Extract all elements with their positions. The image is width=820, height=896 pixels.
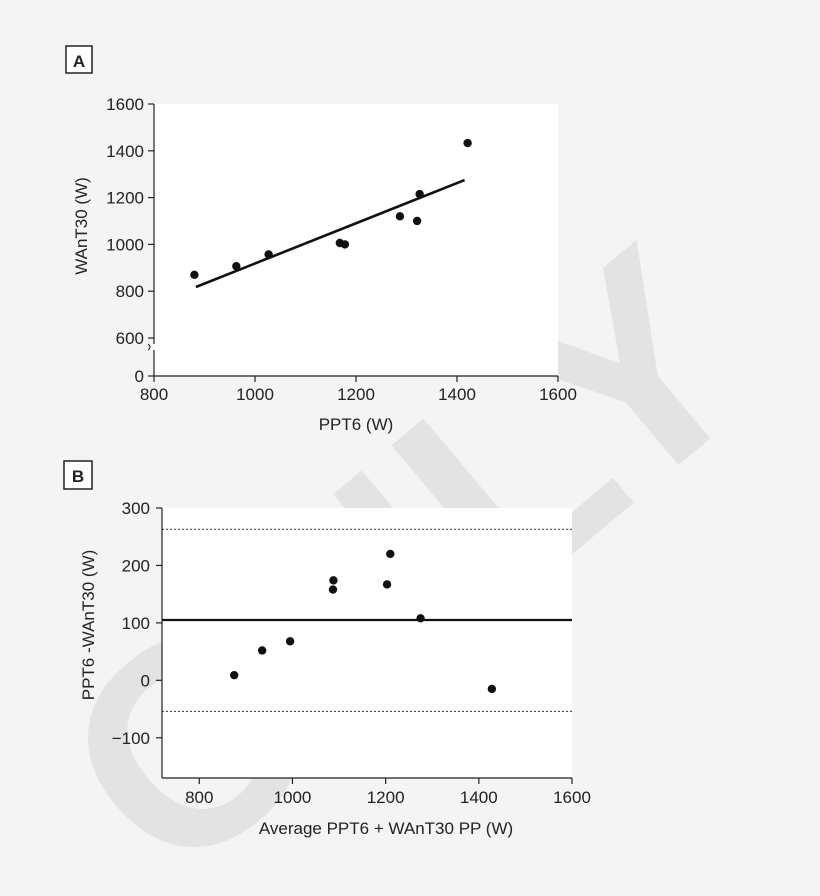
- panel-letter-box-b: [63, 460, 93, 490]
- y-ticks-a: 0 600 800 1000 1200 1400 1600: [106, 95, 154, 386]
- y-tick-label-b: −100: [112, 729, 150, 748]
- x-tick-label-b: 1000: [274, 788, 312, 807]
- data-point-b: [416, 614, 425, 623]
- axes-b: [161, 508, 572, 779]
- data-point-b: [285, 637, 295, 646]
- y-axis-label-b: PPT6 -WAnT30 (W): [79, 550, 98, 701]
- data-point-b: [487, 684, 497, 694]
- data-point-b: [329, 576, 338, 585]
- x-tick-label-b: 1400: [460, 788, 498, 807]
- data-point-a: [415, 189, 424, 199]
- panel-letter-a: A: [73, 52, 85, 71]
- data-point-a: [264, 250, 273, 259]
- data-point-b: [382, 580, 392, 589]
- x-ticks-a: 800 1000 1200 1400 1600: [140, 376, 577, 404]
- data-point-a: [412, 216, 422, 226]
- y-axis-label-a: WAnT30 (W): [72, 177, 91, 275]
- data-point-a: [395, 212, 405, 221]
- y-tick-label-a: 1000: [106, 235, 144, 254]
- y-tick-label-a: 800: [116, 282, 144, 301]
- x-tick-label-a: 1400: [438, 385, 476, 404]
- data-point-b: [257, 646, 267, 655]
- y-tick-label-b: 0: [141, 671, 150, 690]
- data-point-a: [190, 270, 199, 280]
- x-tick-label-a: 1200: [337, 385, 375, 404]
- x-ticks-b: 800 1000 1200 1400 1600: [185, 778, 591, 807]
- x-tick-label-b: 1200: [367, 788, 405, 807]
- data-point-a: [463, 138, 472, 148]
- data-point-a: [232, 261, 241, 271]
- panel-b: B −100 0 100 200 300 800 1000 1200 1400 1600 Ave…: [63, 460, 591, 838]
- data-point-b: [328, 585, 338, 594]
- x-tick-label-a: 1600: [539, 385, 577, 404]
- x-tick-label-a: 1000: [236, 385, 274, 404]
- panel-letter-b: B: [72, 467, 84, 486]
- y-tick-label-b: 300: [122, 499, 150, 518]
- y-ticks-b: −100 0 100 200 300: [112, 499, 162, 748]
- x-tick-label-b: 1600: [553, 788, 591, 807]
- data-points-a: [190, 138, 472, 280]
- y-tick-label-a: 1600: [106, 95, 144, 114]
- x-axis-label-b: Average PPT6 + WAnT30 PP (W): [259, 819, 513, 838]
- x-tick-label-b: 800: [185, 788, 213, 807]
- axis-break-mark-a: [147, 343, 151, 351]
- panel-letter-box-a: [65, 45, 93, 74]
- y-tick-label-b: 200: [122, 556, 150, 575]
- data-point-b: [230, 670, 239, 680]
- data-points-b: [230, 549, 497, 694]
- data-point-a: [340, 240, 350, 249]
- data-point-b: [386, 549, 395, 559]
- panel-a: A 0 600 800 1000 1200 1400 1600 800 1000 1200 140…: [65, 45, 577, 434]
- reference-lines-b: [162, 528, 572, 712]
- y-tick-label-a: 1200: [106, 189, 144, 208]
- y-tick-label-a: 600: [116, 329, 144, 348]
- x-axis-label-a: PPT6 (W): [319, 415, 394, 434]
- y-tick-label-a: 1400: [106, 142, 144, 161]
- y-tick-label-b: 100: [122, 614, 150, 633]
- plot-area-b: [162, 508, 572, 778]
- x-tick-label-a: 800: [140, 385, 168, 404]
- y-tick-label-a: 0: [135, 367, 144, 386]
- plot-area-a: [154, 104, 558, 376]
